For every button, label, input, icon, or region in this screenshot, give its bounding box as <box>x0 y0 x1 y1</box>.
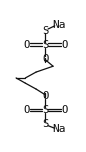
Text: S: S <box>42 40 49 50</box>
Text: O: O <box>61 105 67 115</box>
Text: S: S <box>42 26 49 36</box>
Text: Na: Na <box>52 124 65 134</box>
Text: O: O <box>61 40 67 50</box>
Text: O: O <box>24 105 30 115</box>
Text: O: O <box>42 91 49 101</box>
Text: O: O <box>24 40 30 50</box>
Text: O: O <box>42 54 49 64</box>
Text: S: S <box>42 105 49 115</box>
Text: Na: Na <box>52 20 65 30</box>
Text: S: S <box>42 119 49 129</box>
